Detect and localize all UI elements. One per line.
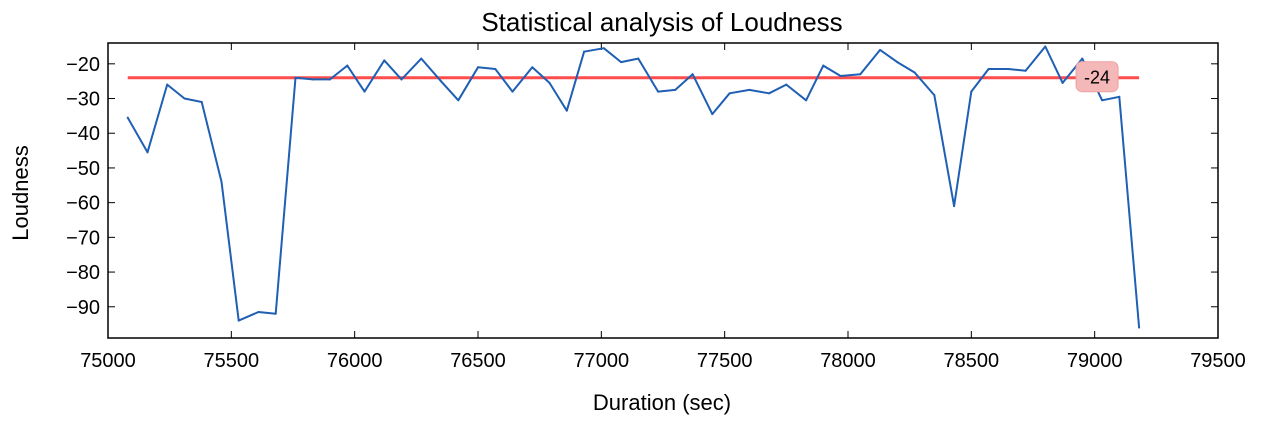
x-tick-label: 76500	[450, 350, 506, 372]
loudness-data-point	[346, 64, 349, 67]
loudness-data-point	[1061, 81, 1064, 84]
plot-area: -24	[126, 45, 1141, 329]
loudness-data-point	[166, 83, 169, 86]
loudness-data-point	[970, 90, 973, 93]
loudness-data-point	[583, 50, 586, 53]
loudness-data-point	[531, 66, 534, 69]
loudness-series-line	[126, 45, 1141, 328]
loudness-data-point	[691, 73, 694, 76]
loudness-data-point	[126, 116, 129, 119]
loudness-data-point	[200, 101, 203, 103]
y-tick-label: −80	[66, 262, 100, 284]
loudness-data-point	[839, 74, 842, 77]
loudness-data-point	[822, 64, 825, 67]
y-tick-label: −20	[66, 54, 100, 76]
y-axis-ticks: −20 −30 −40 −50 −60 −70 −80 −90	[66, 54, 1218, 319]
x-tick-label: 79500	[1190, 350, 1246, 372]
y-tick-label: −60	[66, 193, 100, 215]
loudness-data-point	[565, 109, 568, 112]
loudness-data-point	[548, 81, 551, 84]
loudness-data-point	[933, 94, 936, 97]
x-tick-label: 75000	[80, 350, 136, 372]
loudness-data-point	[987, 68, 990, 71]
loudness-data-point	[859, 73, 862, 76]
loudness-data-point	[674, 88, 677, 91]
loudness-data-point	[511, 90, 514, 93]
loudness-data-point	[602, 47, 605, 50]
loudness-data-point	[237, 319, 240, 322]
loudness-data-point	[457, 99, 460, 102]
loudness-data-point	[620, 61, 623, 64]
reference-label-box	[1075, 61, 1119, 93]
reference-label: -24	[1084, 68, 1110, 88]
loudness-data-point	[953, 205, 956, 208]
loudness-data-point	[1081, 57, 1084, 60]
x-tick-label: 79000	[1067, 350, 1123, 372]
plot-frame	[107, 42, 1219, 339]
loudness-data-point	[146, 151, 149, 154]
x-axis-title: Duration (sec)	[593, 390, 731, 415]
loudness-data-point	[311, 78, 314, 81]
loudness-data-point	[1138, 326, 1141, 329]
loudness-data-point	[440, 80, 442, 83]
chart-title: Statistical analysis of Loudness	[481, 7, 842, 37]
loudness-data-point	[1101, 99, 1104, 102]
loudness-data-point	[363, 90, 366, 93]
loudness-data-point	[728, 92, 731, 95]
loudness-data-point	[477, 66, 479, 69]
y-tick-label: −30	[66, 89, 100, 111]
loudness-data-point	[879, 48, 882, 51]
loudness-data-point	[913, 71, 916, 74]
y-tick-label: −50	[66, 158, 100, 180]
loudness-data-point	[329, 78, 331, 81]
y-tick-label: −70	[66, 227, 100, 249]
x-tick-label: 77500	[697, 350, 753, 372]
loudness-data-point	[785, 83, 788, 86]
loudness-data-point	[1007, 68, 1010, 71]
loudness-data-point	[274, 312, 277, 315]
loudness-data-point	[383, 59, 386, 62]
loudness-data-point	[257, 310, 260, 313]
loudness-data-point	[420, 57, 423, 60]
loudness-data-point	[896, 61, 899, 64]
y-tick-label: −40	[66, 123, 100, 145]
loudness-data-point	[400, 78, 403, 81]
loudness-data-point	[748, 88, 751, 91]
loudness-data-point	[220, 180, 223, 183]
y-tick-label: −90	[66, 297, 100, 319]
x-tick-label: 78000	[820, 350, 876, 372]
loudness-data-point	[805, 99, 808, 102]
x-tick-label: 77000	[574, 350, 630, 372]
loudness-data-point	[294, 76, 297, 79]
x-tick-label: 78500	[944, 350, 1000, 372]
loudness-data-point	[183, 97, 186, 100]
loudness-data-point	[1024, 69, 1027, 72]
x-axis-ticks: 75000 75500 76000 76500 77000 77500 78000 78500…	[80, 43, 1246, 372]
loudness-data-point	[768, 92, 771, 95]
loudness-data-point	[1118, 95, 1121, 98]
loudness-data-point	[494, 68, 497, 71]
loudness-data-point	[657, 90, 660, 93]
loudness-data-point	[711, 113, 714, 116]
y-axis-title: Loudness	[8, 145, 33, 240]
loudness-data-point	[1044, 45, 1047, 48]
x-tick-label: 76000	[327, 350, 383, 372]
x-tick-label: 75500	[204, 350, 260, 372]
loudness-data-point	[637, 57, 640, 60]
